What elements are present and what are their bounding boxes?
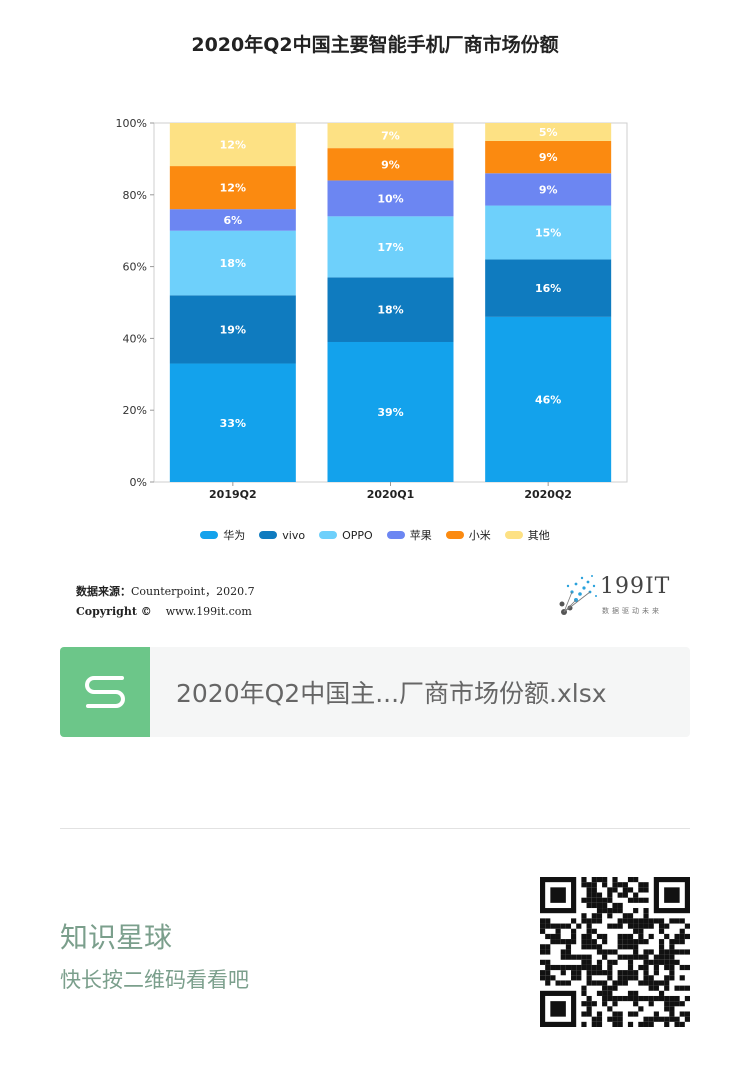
data-label: 33% [220,417,246,430]
legend-item: 小米 [445,527,491,543]
legend-label: 苹果 [409,529,432,542]
data-label: 9% [539,151,558,164]
bar-segment [327,148,454,181]
chart-title: 2020年Q2中国主要智能手机厂商市场份额 [191,34,559,56]
y-tick-label: 20% [123,404,147,417]
x-tick-label: 2020Q2 [524,488,572,501]
file-name: 2020年Q2中国主...厂商市场份额.xlsx [176,679,607,708]
legend-swatch [259,531,278,539]
data-label: 18% [220,257,246,270]
logo-text: 199IT [600,574,671,599]
footer-title: 知识星球 [60,921,173,954]
bar-segment [169,123,296,167]
legend-label: OPPO [342,528,373,542]
bar-segment [485,205,612,260]
x-tick-label: 2020Q1 [367,488,415,501]
bar-segment [327,277,454,342]
data-label: 7% [381,130,400,143]
data-label: 16% [535,282,561,295]
data-label: 5% [539,126,558,139]
legend-item: 其他 [504,527,550,543]
bar-segment [485,173,612,206]
bar-segment [327,216,454,278]
bar-segment [169,166,296,210]
data-label: 6% [223,214,242,227]
y-tick-label: 100% [116,117,147,130]
source-note: 数据来源：Counterpoint，2020.7 Copyright © www… [76,582,255,622]
bar-segment [485,123,612,141]
source-label: 数据来源： [76,585,131,598]
source-value: Counterpoint，2020.7 [131,585,255,598]
data-label: 9% [381,158,400,171]
legend-label: 华为 [223,529,246,542]
bar-segment [327,341,454,482]
file-attachment-card[interactable]: 2020年Q2中国主...厂商市场份额.xlsx [60,647,690,737]
legend-item: OPPO [319,527,373,543]
data-label: 15% [535,226,561,239]
copyright-label: Copyright © [76,605,152,618]
legend-swatch [445,531,464,539]
data-label: 12% [220,139,246,152]
logo-tagline: 数据驱动未来 [602,607,662,615]
divider [60,828,690,829]
data-label: 18% [377,304,403,317]
y-tick-label: 0% [130,476,147,489]
data-label: 17% [377,241,403,254]
bar-segment [485,316,612,482]
legend-swatch [504,531,523,539]
bar-segment [327,123,454,149]
legend-item: vivo [259,527,305,543]
bar-segment [169,209,296,231]
copyright-value: www.199it.com [165,605,252,618]
bar-segment [327,180,454,217]
footer-subtitle: 快长按二维码看看吧 [60,968,249,992]
dandelion-icon [559,575,597,615]
bar-segment [169,230,296,296]
legend-label: vivo [282,528,306,542]
brand-logo: 199IT 数据驱动未来 [554,572,684,622]
data-label: 46% [535,393,561,406]
bar-segment [485,259,612,317]
bar-segment [169,295,296,364]
data-label: 19% [220,323,246,336]
bar-segment [169,363,296,482]
data-label: 9% [539,183,558,196]
legend-label: 小米 [468,529,491,542]
legend-swatch [319,531,338,539]
chart-legend: 华为 vivo OPPO 苹果 小米 其他 [0,527,750,543]
legend-swatch [386,531,405,539]
y-tick-label: 60% [123,261,147,274]
legend-swatch [200,531,219,539]
y-tick-label: 80% [123,189,147,202]
data-label: 39% [377,406,403,419]
x-tick-label: 2019Q2 [209,488,257,501]
bar-segment [485,140,612,174]
spreadsheet-s-icon [60,647,150,737]
legend-item: 华为 [200,527,245,543]
y-tick-label: 40% [123,332,147,345]
legend-label: 其他 [527,529,550,542]
qr-code[interactable] [540,877,690,1027]
data-label: 10% [377,192,403,205]
legend-item: 苹果 [386,527,432,543]
data-label: 12% [220,182,246,195]
